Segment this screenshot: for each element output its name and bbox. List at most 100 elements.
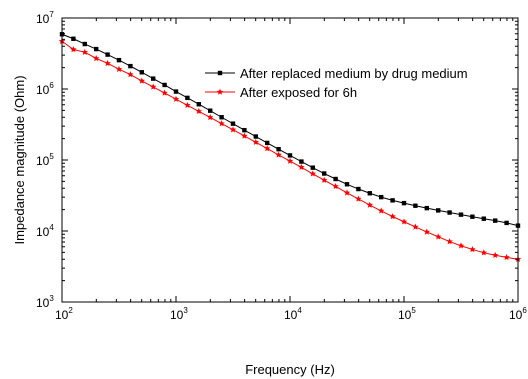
data-point	[70, 46, 77, 53]
data-point	[93, 46, 99, 52]
data-point	[355, 195, 362, 202]
data-point	[287, 153, 293, 158]
data-point	[252, 138, 260, 145]
data-point	[503, 253, 510, 261]
data-point	[481, 216, 486, 221]
data-point	[242, 127, 247, 133]
data-point	[298, 163, 305, 171]
y-tick-label: 107	[36, 10, 54, 26]
data-point	[457, 242, 465, 249]
legend-item: After replaced medium by drug medium	[205, 66, 468, 81]
data-point	[173, 89, 179, 94]
data-point	[219, 115, 224, 120]
series-2	[58, 37, 522, 262]
data-point	[435, 208, 441, 213]
data-point	[286, 157, 294, 164]
y-tick-label: 104	[36, 223, 54, 239]
y-tick-label: 103	[36, 294, 54, 310]
data-point	[253, 134, 259, 139]
data-point	[367, 191, 373, 196]
data-point	[81, 48, 89, 55]
data-point	[138, 77, 146, 84]
data-point	[151, 76, 156, 81]
x-tick-label: 104	[284, 306, 302, 322]
y-axis-label: Impedance magnitude (Ohm)	[12, 75, 27, 244]
data-point	[390, 198, 395, 203]
series-layer	[58, 32, 522, 262]
data-point	[162, 82, 167, 88]
data-point	[423, 228, 431, 235]
data-point	[263, 145, 271, 152]
data-point	[161, 89, 168, 96]
y-tick-label: 106	[36, 81, 54, 97]
data-point	[491, 251, 499, 259]
data-point	[412, 223, 419, 230]
data-point	[424, 205, 429, 211]
data-point	[206, 114, 214, 121]
legend-item: After exposed for 6h	[205, 85, 357, 100]
data-point	[413, 203, 418, 208]
series-line	[61, 33, 519, 227]
data-point	[139, 70, 145, 75]
data-point	[504, 220, 509, 226]
data-point	[379, 194, 384, 200]
data-point	[105, 52, 110, 57]
data-point	[128, 63, 133, 69]
data-point	[172, 95, 180, 102]
data-point	[492, 218, 498, 223]
data-point	[115, 65, 123, 72]
data-point	[265, 140, 270, 146]
data-point	[343, 189, 351, 196]
x-tick-label: 106	[509, 306, 527, 322]
data-point	[92, 54, 100, 62]
data-point	[196, 102, 202, 107]
data-point	[401, 200, 407, 206]
data-point	[195, 107, 203, 115]
data-point	[82, 41, 88, 47]
x-tick-label: 102	[55, 306, 73, 322]
data-point	[470, 214, 475, 219]
data-point	[230, 121, 236, 126]
data-point	[434, 233, 442, 240]
series-1	[59, 32, 521, 228]
x-tick-label: 103	[170, 306, 188, 322]
y-tick-label: 105	[36, 152, 54, 168]
data-point	[207, 108, 213, 113]
x-axis-label: Frequency (Hz)	[245, 362, 335, 377]
data-point	[276, 146, 281, 152]
data-point	[275, 151, 282, 158]
data-point	[218, 120, 225, 127]
data-point	[104, 59, 111, 67]
data-point	[310, 165, 316, 170]
legend-marker	[216, 88, 224, 95]
data-point	[366, 201, 374, 208]
data-point	[320, 176, 328, 183]
legend-label: After replaced medium by drug medium	[240, 66, 468, 81]
data-point	[229, 126, 237, 133]
data-point	[127, 71, 134, 78]
data-point	[241, 132, 248, 139]
data-point	[447, 210, 452, 215]
data-point	[149, 83, 157, 90]
data-point	[299, 159, 304, 164]
legend: After replaced medium by drug medium Afte…	[205, 66, 468, 100]
legend-label: After exposed for 6h	[240, 85, 357, 100]
data-point	[344, 182, 350, 187]
data-point	[332, 182, 339, 190]
data-point	[184, 101, 191, 109]
data-point	[185, 95, 190, 101]
legend-marker	[217, 70, 223, 76]
data-point	[377, 207, 385, 214]
data-point	[469, 246, 476, 253]
data-point	[446, 238, 453, 245]
data-point	[458, 212, 464, 217]
data-point	[309, 170, 317, 177]
data-point	[400, 218, 408, 225]
x-tick-label: 105	[398, 306, 416, 322]
data-point	[116, 57, 122, 63]
data-point	[333, 176, 338, 182]
data-point	[389, 213, 396, 220]
data-point	[480, 249, 488, 256]
